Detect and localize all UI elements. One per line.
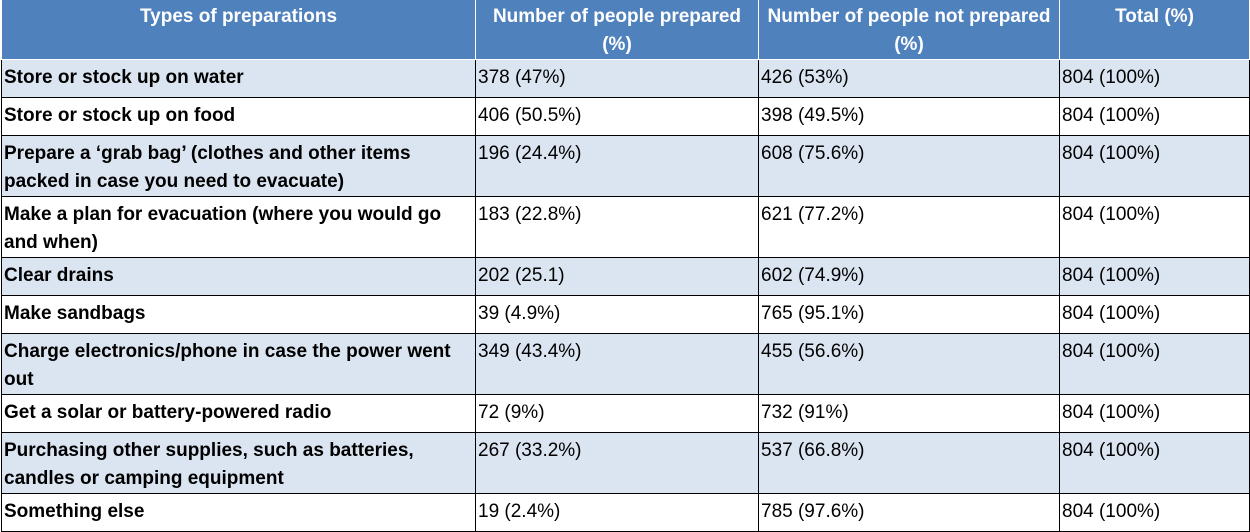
row-label: Make sandbags — [1, 295, 476, 334]
table-row: Clear drains 202 (25.1) 602 (74.9%) 804 … — [1, 257, 1250, 296]
not-prepared-cell: 608 (75.6%) — [758, 135, 1060, 197]
prepared-cell: 72 (9%) — [475, 394, 759, 433]
not-prepared-cell: 455 (56.6%) — [758, 333, 1060, 395]
header-row: Types of preparations Number of people p… — [1, 0, 1250, 60]
table-row: Store or stock up on food 406 (50.5%) 39… — [1, 97, 1250, 136]
not-prepared-cell: 765 (95.1%) — [758, 295, 1060, 334]
header-number-not-prepared: Number of people not prepared (%) — [758, 0, 1060, 60]
header-total: Total (%) — [1059, 0, 1250, 60]
row-label: Store or stock up on food — [1, 97, 476, 136]
table-row: Purchasing other supplies, such as batte… — [1, 432, 1250, 494]
table-row: Get a solar or battery-powered radio 72 … — [1, 394, 1250, 433]
prepared-cell: 349 (43.4%) — [475, 333, 759, 395]
total-cell: 804 (100%) — [1059, 196, 1250, 258]
prepared-cell: 196 (24.4%) — [475, 135, 759, 197]
total-cell: 804 (100%) — [1059, 257, 1250, 296]
row-label: Make a plan for evacuation (where you wo… — [1, 196, 476, 258]
prepared-cell: 406 (50.5%) — [475, 97, 759, 136]
total-cell: 804 (100%) — [1059, 135, 1250, 197]
not-prepared-cell: 602 (74.9%) — [758, 257, 1060, 296]
total-cell: 804 (100%) — [1059, 295, 1250, 334]
not-prepared-cell: 426 (53%) — [758, 59, 1060, 98]
not-prepared-cell: 732 (91%) — [758, 394, 1060, 433]
not-prepared-cell: 398 (49.5%) — [758, 97, 1060, 136]
not-prepared-cell: 785 (97.6%) — [758, 493, 1060, 532]
table-row: Store or stock up on water 378 (47%) 426… — [1, 59, 1250, 98]
prepared-cell: 19 (2.4%) — [475, 493, 759, 532]
prepared-cell: 39 (4.9%) — [475, 295, 759, 334]
table-row: Make a plan for evacuation (where you wo… — [1, 196, 1250, 258]
total-cell: 804 (100%) — [1059, 432, 1250, 494]
table-row: Make sandbags 39 (4.9%) 765 (95.1%) 804 … — [1, 295, 1250, 334]
prepared-cell: 202 (25.1) — [475, 257, 759, 296]
not-prepared-cell: 537 (66.8%) — [758, 432, 1060, 494]
row-label: Something else — [1, 493, 476, 532]
row-label: Clear drains — [1, 257, 476, 296]
total-cell: 804 (100%) — [1059, 97, 1250, 136]
header-number-prepared: Number of people prepared (%) — [475, 0, 759, 60]
header-types-of-preparations: Types of preparations — [1, 0, 476, 60]
prepared-cell: 267 (33.2%) — [475, 432, 759, 494]
table-row: Something else 19 (2.4%) 785 (97.6%) 804… — [1, 493, 1250, 532]
row-label: Charge electronics/phone in case the pow… — [1, 333, 476, 395]
prepared-cell: 183 (22.8%) — [475, 196, 759, 258]
not-prepared-cell: 621 (77.2%) — [758, 196, 1060, 258]
total-cell: 804 (100%) — [1059, 493, 1250, 532]
row-label: Get a solar or battery-powered radio — [1, 394, 476, 433]
row-label: Prepare a ‘grab bag’ (clothes and other … — [1, 135, 476, 197]
table-row: Charge electronics/phone in case the pow… — [1, 333, 1250, 395]
table-row: Prepare a ‘grab bag’ (clothes and other … — [1, 135, 1250, 197]
row-label: Purchasing other supplies, such as batte… — [1, 432, 476, 494]
prepared-cell: 378 (47%) — [475, 59, 759, 98]
total-cell: 804 (100%) — [1059, 333, 1250, 395]
total-cell: 804 (100%) — [1059, 394, 1250, 433]
total-cell: 804 (100%) — [1059, 59, 1250, 98]
row-label: Store or stock up on water — [1, 59, 476, 98]
